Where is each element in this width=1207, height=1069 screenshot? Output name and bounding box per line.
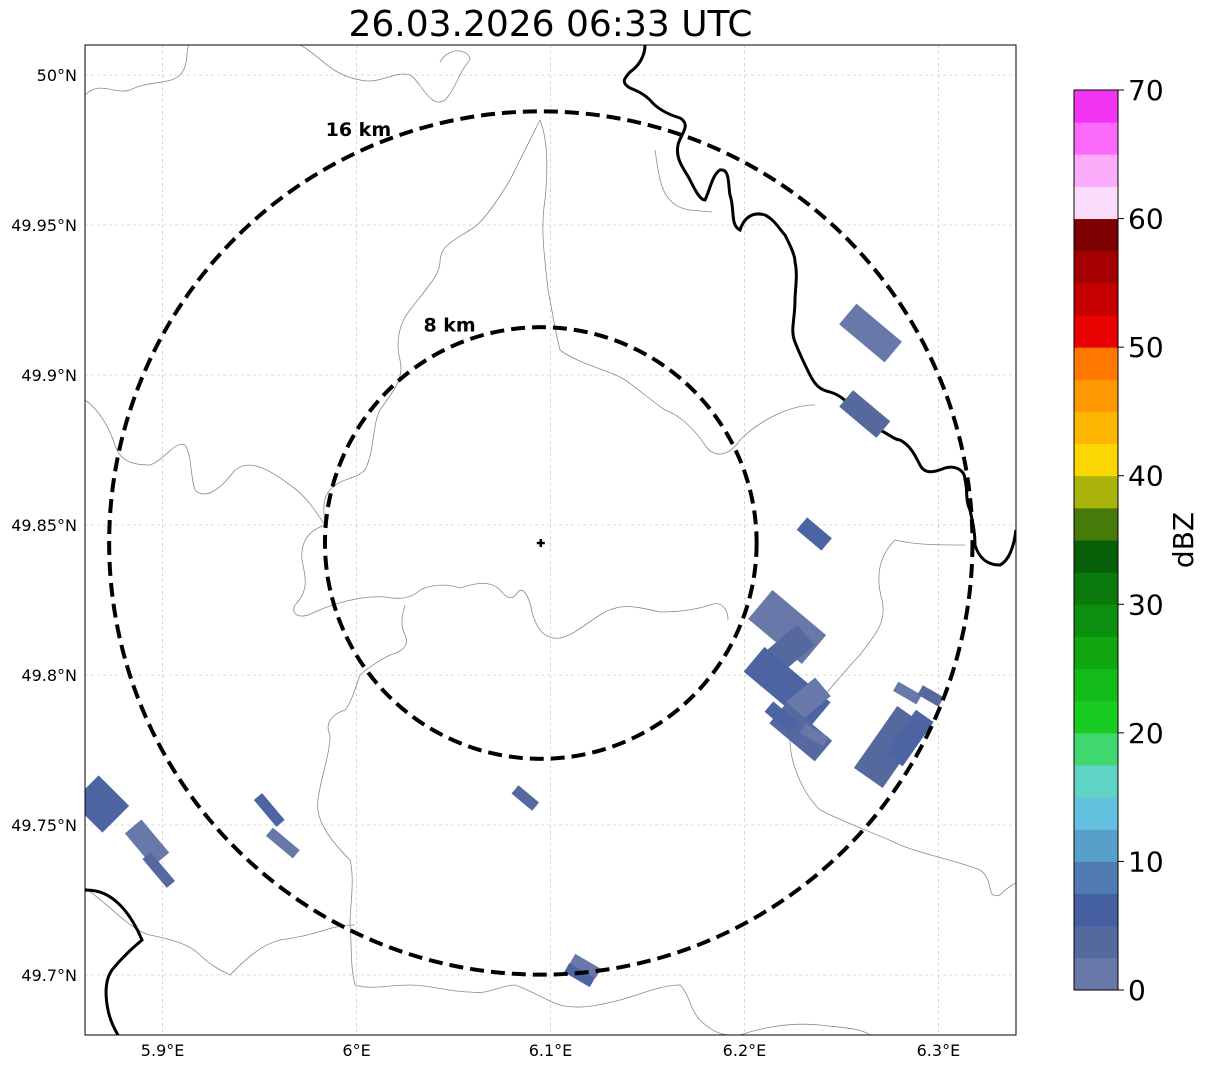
colorbar-segment <box>1074 925 1118 959</box>
range-ring-label: 16 km <box>326 119 392 141</box>
boundary-line-west <box>85 399 326 526</box>
boundary-line-southwest <box>85 887 356 976</box>
radar-echo <box>265 827 300 859</box>
border-line-east <box>622 45 1016 567</box>
colorbar-segment <box>1074 218 1118 252</box>
x-tick-label: 5.9°E <box>141 1041 185 1060</box>
colorbar-segment <box>1074 154 1118 187</box>
colorbar-segment <box>1074 668 1118 702</box>
colorbar-segment <box>1074 572 1118 605</box>
colorbar-tick-label: 50 <box>1128 331 1164 364</box>
graticule <box>85 45 1016 1035</box>
radar-echo <box>917 685 944 707</box>
radar-echo <box>253 793 285 827</box>
radar-echo <box>142 852 175 888</box>
colorbar-segment <box>1074 90 1118 123</box>
radar-echo <box>124 819 170 867</box>
y-tick-label: 49.9°N <box>21 366 77 385</box>
y-tick-label: 50°N <box>37 66 77 85</box>
map-frame <box>84 44 1017 1036</box>
colorbar-segment <box>1074 315 1118 348</box>
x-tick-label: 6.1°E <box>529 1041 573 1060</box>
x-tick-label: 6°E <box>342 1041 370 1060</box>
colorbar-tick-label: 40 <box>1128 460 1164 493</box>
colorbar-frame <box>1073 89 1119 991</box>
colorbar-segment <box>1074 604 1118 637</box>
boundary-line-northeast <box>654 149 713 213</box>
x-axis-ticks: 5.9°E 6°E 6.1°E 6.2°E 6.3°E <box>141 1041 960 1060</box>
border-line-southwest <box>85 888 144 1035</box>
radar-echo <box>569 953 601 979</box>
colorbar-segment <box>1074 797 1118 830</box>
colorbar-segment <box>1074 443 1118 477</box>
colorbar-tick-label: 60 <box>1128 203 1164 236</box>
radar-echo <box>799 723 829 747</box>
radar-echo <box>839 390 891 438</box>
range-ring-16km <box>107 109 975 977</box>
colorbar-segment <box>1074 957 1118 991</box>
national-borders <box>85 45 1016 1035</box>
colorbar-segment <box>1074 282 1118 316</box>
boundary-line-river <box>539 119 816 455</box>
colorbar-segment <box>1074 475 1118 509</box>
colorbar-segment <box>1074 379 1118 412</box>
boundary-line-mid <box>293 524 729 639</box>
y-tick-label: 49.85°N <box>11 516 77 535</box>
boundary-line-central <box>323 119 541 526</box>
boundary-line-north <box>85 45 471 103</box>
colorbar-tick-label: 0 <box>1128 974 1146 1007</box>
radar-echoes <box>85 303 944 988</box>
range-ring-8km <box>322 325 759 761</box>
colorbar-segment <box>1074 636 1118 670</box>
colorbar-tick-label: 20 <box>1128 717 1164 750</box>
y-tick-label: 49.75°N <box>11 816 77 835</box>
colorbar-segment <box>1074 347 1118 380</box>
colorbar-segment <box>1074 540 1118 573</box>
colorbar-segment <box>1074 893 1118 927</box>
y-tick-label: 49.7°N <box>21 966 77 985</box>
colorbar-tick-label: 10 <box>1128 845 1164 878</box>
radar-echo <box>764 701 799 733</box>
y-tick-label: 49.95°N <box>11 216 77 235</box>
map-title: 26.03.2026 06:33 UTC <box>348 4 753 45</box>
y-axis-ticks: 49.7°N 49.75°N 49.8°N 49.85°N 49.9°N 49.95°N 5… <box>11 66 77 985</box>
colorbar-segment <box>1074 250 1118 284</box>
colorbar-label: dBZ <box>1167 512 1200 568</box>
colorbar-segment <box>1074 732 1118 766</box>
colorbar-segment <box>1074 186 1118 220</box>
radar-echo <box>885 709 934 767</box>
colorbar-segment <box>1074 122 1118 155</box>
radar-echo <box>893 681 922 705</box>
colorbar: 0 10 20 30 40 50 60 70 <box>1073 74 1164 1007</box>
radar-echo <box>85 775 130 833</box>
colorbar-segment <box>1074 411 1118 445</box>
colorbar-segment <box>1074 700 1118 734</box>
colorbar-tick-label: 70 <box>1128 74 1164 107</box>
colorbar-segment <box>1074 507 1118 541</box>
radar-site-marker <box>536 539 545 547</box>
colorbar-segment <box>1074 829 1118 862</box>
x-tick-label: 6.3°E <box>917 1041 961 1060</box>
radar-echo <box>839 303 902 363</box>
x-tick-label: 6.2°E <box>723 1041 767 1060</box>
boundary-line-southeast <box>739 1023 871 1035</box>
range-rings: 8 km 16 km <box>107 109 975 977</box>
radar-echo <box>786 677 831 721</box>
radar-echo <box>796 517 832 551</box>
colorbar-tick-label: 30 <box>1128 588 1164 621</box>
colorbar-segment <box>1074 765 1118 798</box>
colorbar-segment <box>1074 861 1118 895</box>
y-tick-label: 49.8°N <box>21 666 77 685</box>
radar-echo <box>511 785 540 811</box>
boundary-line-south-central <box>317 604 731 1035</box>
radar-echo <box>564 962 596 988</box>
range-ring-label: 8 km <box>423 314 475 336</box>
